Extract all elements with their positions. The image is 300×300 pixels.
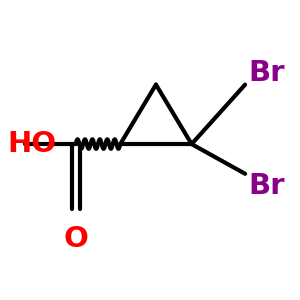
Text: Br: Br [248,59,285,87]
Text: Br: Br [248,172,285,200]
Text: HO: HO [7,130,56,158]
Text: O: O [63,225,88,253]
